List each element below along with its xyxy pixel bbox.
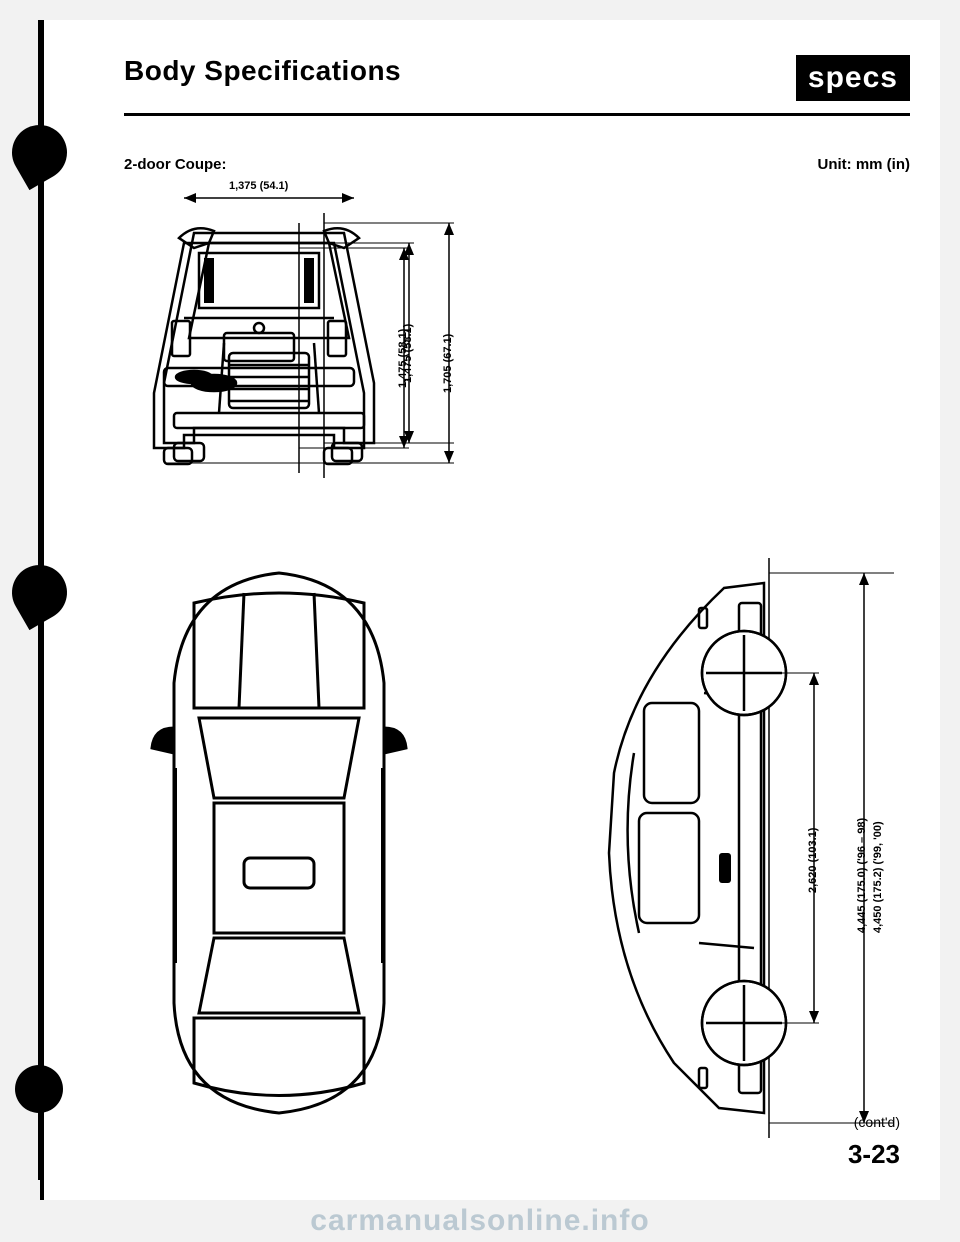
subtitle-row: 2-door Coupe: Unit: mm (in): [124, 156, 910, 173]
continued-label: (cont'd): [854, 1114, 900, 1130]
page-number: 3-23: [848, 1139, 900, 1170]
dim-front-track: 1,375 (54.1): [229, 180, 288, 192]
rear-view: 1,475 (58.1): [124, 213, 454, 483]
model-label: 2-door Coupe:: [124, 156, 227, 173]
diagram-area: 1,375 (54.1) 1,475 (58.1) 1,705 (67.1): [124, 183, 914, 1143]
dim-rear-height: 1,475 (58.1): [397, 329, 409, 388]
watermark-text: carmanualsonline.info: [0, 1204, 960, 1238]
unit-label: Unit: mm (in): [818, 156, 910, 173]
top-view: [124, 563, 434, 1123]
page-header: Body Specifications specs: [44, 20, 940, 113]
page-title: Body Specifications: [124, 55, 401, 87]
spiral-binding: [0, 20, 58, 1180]
dim-wheelbase: 2,620 (103.1): [807, 828, 819, 893]
page-container: Body Specifications specs 2-door Coupe: …: [40, 20, 940, 1200]
side-view: 2,620 (103.1) 4,445 (175.0) ('96 – 98) 4…: [544, 553, 904, 1143]
specs-badge: specs: [796, 55, 910, 101]
dim-length-b: 4,450 (175.2) ('99, '00): [872, 821, 884, 933]
dim-length-a: 4,445 (175.0) ('96 – 98): [856, 818, 868, 933]
content-area: 2-door Coupe: Unit: mm (in): [44, 116, 940, 1143]
